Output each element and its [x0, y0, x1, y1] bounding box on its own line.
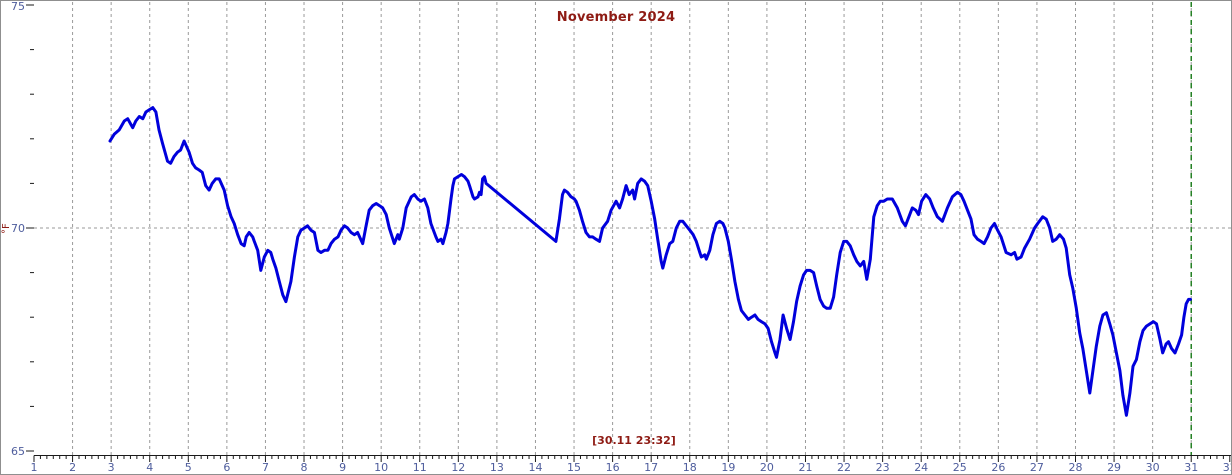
- x-tick-label: 13: [490, 461, 504, 474]
- x-tick-label: 25: [953, 461, 967, 474]
- x-tick-label: 26: [991, 461, 1005, 474]
- x-tick-label: 31: [1184, 461, 1198, 474]
- x-tick-label: 21: [798, 461, 812, 474]
- y-tick-label: 70: [11, 222, 25, 235]
- x-tick-label: 14: [528, 461, 542, 474]
- current-time-label: [30.11 23:32]: [592, 434, 676, 447]
- x-tick-label: 4: [146, 461, 153, 474]
- x-tick-label: 29: [1107, 461, 1121, 474]
- y-axis-unit-label: °F: [1, 223, 12, 234]
- x-tick-label: 2: [69, 461, 76, 474]
- x-tick-label: 19: [721, 461, 735, 474]
- y-tick-label: 75: [11, 1, 25, 13]
- x-tick-label: 8: [301, 461, 308, 474]
- x-tick-label: 6: [223, 461, 230, 474]
- x-tick-label: 30: [1146, 461, 1160, 474]
- x-tick-label: 5: [185, 461, 192, 474]
- x-tick-label: 12: [451, 461, 465, 474]
- x-tick-label: 3: [108, 461, 115, 474]
- x-tick-label: 20: [760, 461, 774, 474]
- x-tick-label: 15: [567, 461, 581, 474]
- x-tick-label: 22: [837, 461, 851, 474]
- y-tick-label: 65: [11, 445, 25, 458]
- x-tick-label: 10: [374, 461, 388, 474]
- x-tick-label: 28: [1068, 461, 1082, 474]
- x-tick-label: 32: [1223, 461, 1232, 474]
- x-tick-label: 18: [683, 461, 697, 474]
- x-tick-label: 24: [914, 461, 928, 474]
- x-tick-label: 16: [606, 461, 620, 474]
- x-tick-label: 27: [1030, 461, 1044, 474]
- x-tick-label: 1: [31, 461, 38, 474]
- x-tick-label: 7: [262, 461, 269, 474]
- x-tick-label: 23: [876, 461, 890, 474]
- x-tick-label: 11: [413, 461, 427, 474]
- chart-title: November 2024: [556, 10, 676, 25]
- temperature-line: [108, 106, 1192, 417]
- x-tick-label: 9: [339, 461, 346, 474]
- x-tick-label: 17: [644, 461, 658, 474]
